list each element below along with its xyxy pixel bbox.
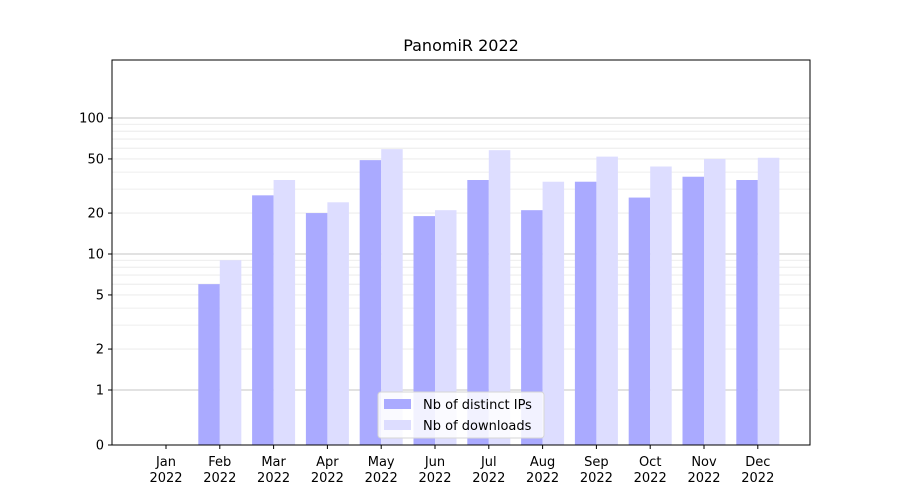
bar bbox=[596, 156, 618, 446]
chart-title: PanomiR 2022 bbox=[403, 36, 519, 55]
legend-swatch bbox=[384, 420, 411, 430]
x-tick-label: Aug 2022 bbox=[526, 455, 559, 486]
y-tick-label: 10 bbox=[87, 248, 104, 263]
x-tick-label: May 2022 bbox=[365, 455, 398, 486]
bar bbox=[650, 166, 672, 446]
y-tick-label: 20 bbox=[87, 207, 104, 222]
bar bbox=[542, 181, 565, 445]
y-axis-ticks: 0 1 2 5 10 20 50 100 bbox=[79, 112, 112, 454]
y-tick-label: 50 bbox=[87, 152, 104, 167]
bar bbox=[273, 180, 296, 445]
bar bbox=[381, 149, 403, 445]
bar bbox=[198, 284, 220, 445]
bar bbox=[252, 195, 274, 445]
bar bbox=[467, 180, 489, 445]
y-tick-label: 1 bbox=[96, 384, 104, 399]
bar bbox=[736, 180, 758, 445]
bar bbox=[327, 202, 349, 445]
legend: Nb of distinct IPs Nb of downloads bbox=[377, 391, 545, 439]
x-tick-label: Mar 2022 bbox=[257, 455, 290, 486]
x-tick-label: Nov 2022 bbox=[687, 455, 720, 486]
x-tick-label: Jan 2022 bbox=[149, 455, 182, 486]
y-tick-label: 100 bbox=[79, 112, 104, 127]
bar bbox=[704, 158, 726, 446]
x-axis-ticks: Jan 2022 Feb 2022 Mar 2022 Apr 2022 May 2022 Jun 20… bbox=[149, 445, 774, 486]
y-tick-label: 5 bbox=[96, 288, 104, 303]
bar bbox=[521, 210, 543, 445]
x-tick-label: Sep 2022 bbox=[580, 455, 613, 486]
bar bbox=[305, 213, 328, 445]
bar bbox=[574, 181, 597, 445]
legend-swatch bbox=[384, 399, 411, 409]
y-tick-label: 2 bbox=[96, 343, 104, 358]
x-tick-label: Apr 2022 bbox=[311, 455, 344, 486]
x-tick-label: Jun 2022 bbox=[418, 455, 451, 486]
bar bbox=[682, 176, 704, 446]
bar bbox=[435, 210, 457, 445]
y-tick-label: 0 bbox=[96, 439, 104, 454]
bar bbox=[488, 150, 511, 445]
bar bbox=[219, 260, 242, 445]
x-tick-label: Dec 2022 bbox=[741, 455, 774, 486]
bars bbox=[198, 149, 780, 446]
legend-label: Nb of distinct IPs bbox=[423, 398, 532, 413]
x-tick-label: Oct 2022 bbox=[634, 455, 667, 486]
bar bbox=[359, 160, 382, 445]
x-tick-label: Jul 2022 bbox=[472, 455, 505, 486]
x-tick-label: Feb 2022 bbox=[203, 455, 236, 486]
bar bbox=[628, 197, 651, 445]
bar bbox=[757, 157, 780, 446]
legend-label: Nb of downloads bbox=[423, 419, 532, 434]
legend-box bbox=[377, 391, 545, 439]
bar bbox=[413, 216, 435, 445]
plot-frame bbox=[111, 59, 811, 446]
